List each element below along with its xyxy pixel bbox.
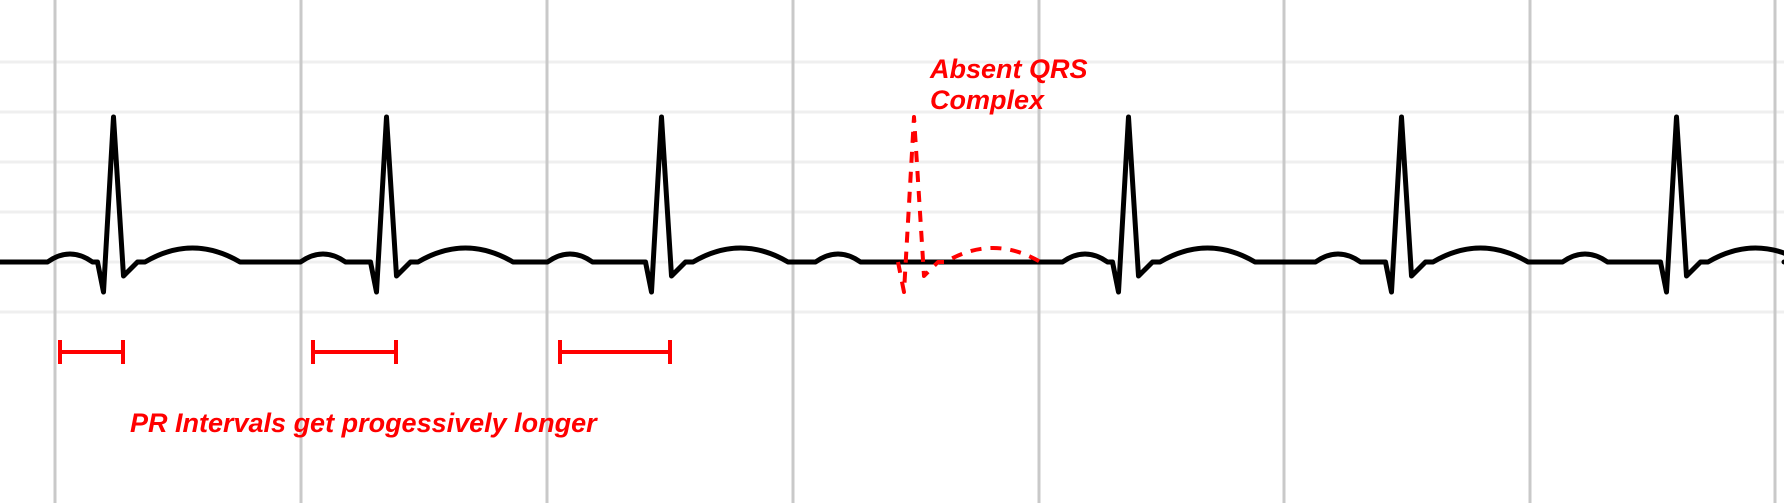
absent-qrs-ghost (898, 117, 1041, 292)
ecg-trace (0, 117, 1784, 292)
absent-qrs-label: Absent QRSComplex (929, 54, 1088, 115)
pr-interval-label: PR Intervals get progessively longer (130, 408, 598, 438)
ecg-diagram: PR Intervals get progessively longer Abse… (0, 0, 1784, 503)
